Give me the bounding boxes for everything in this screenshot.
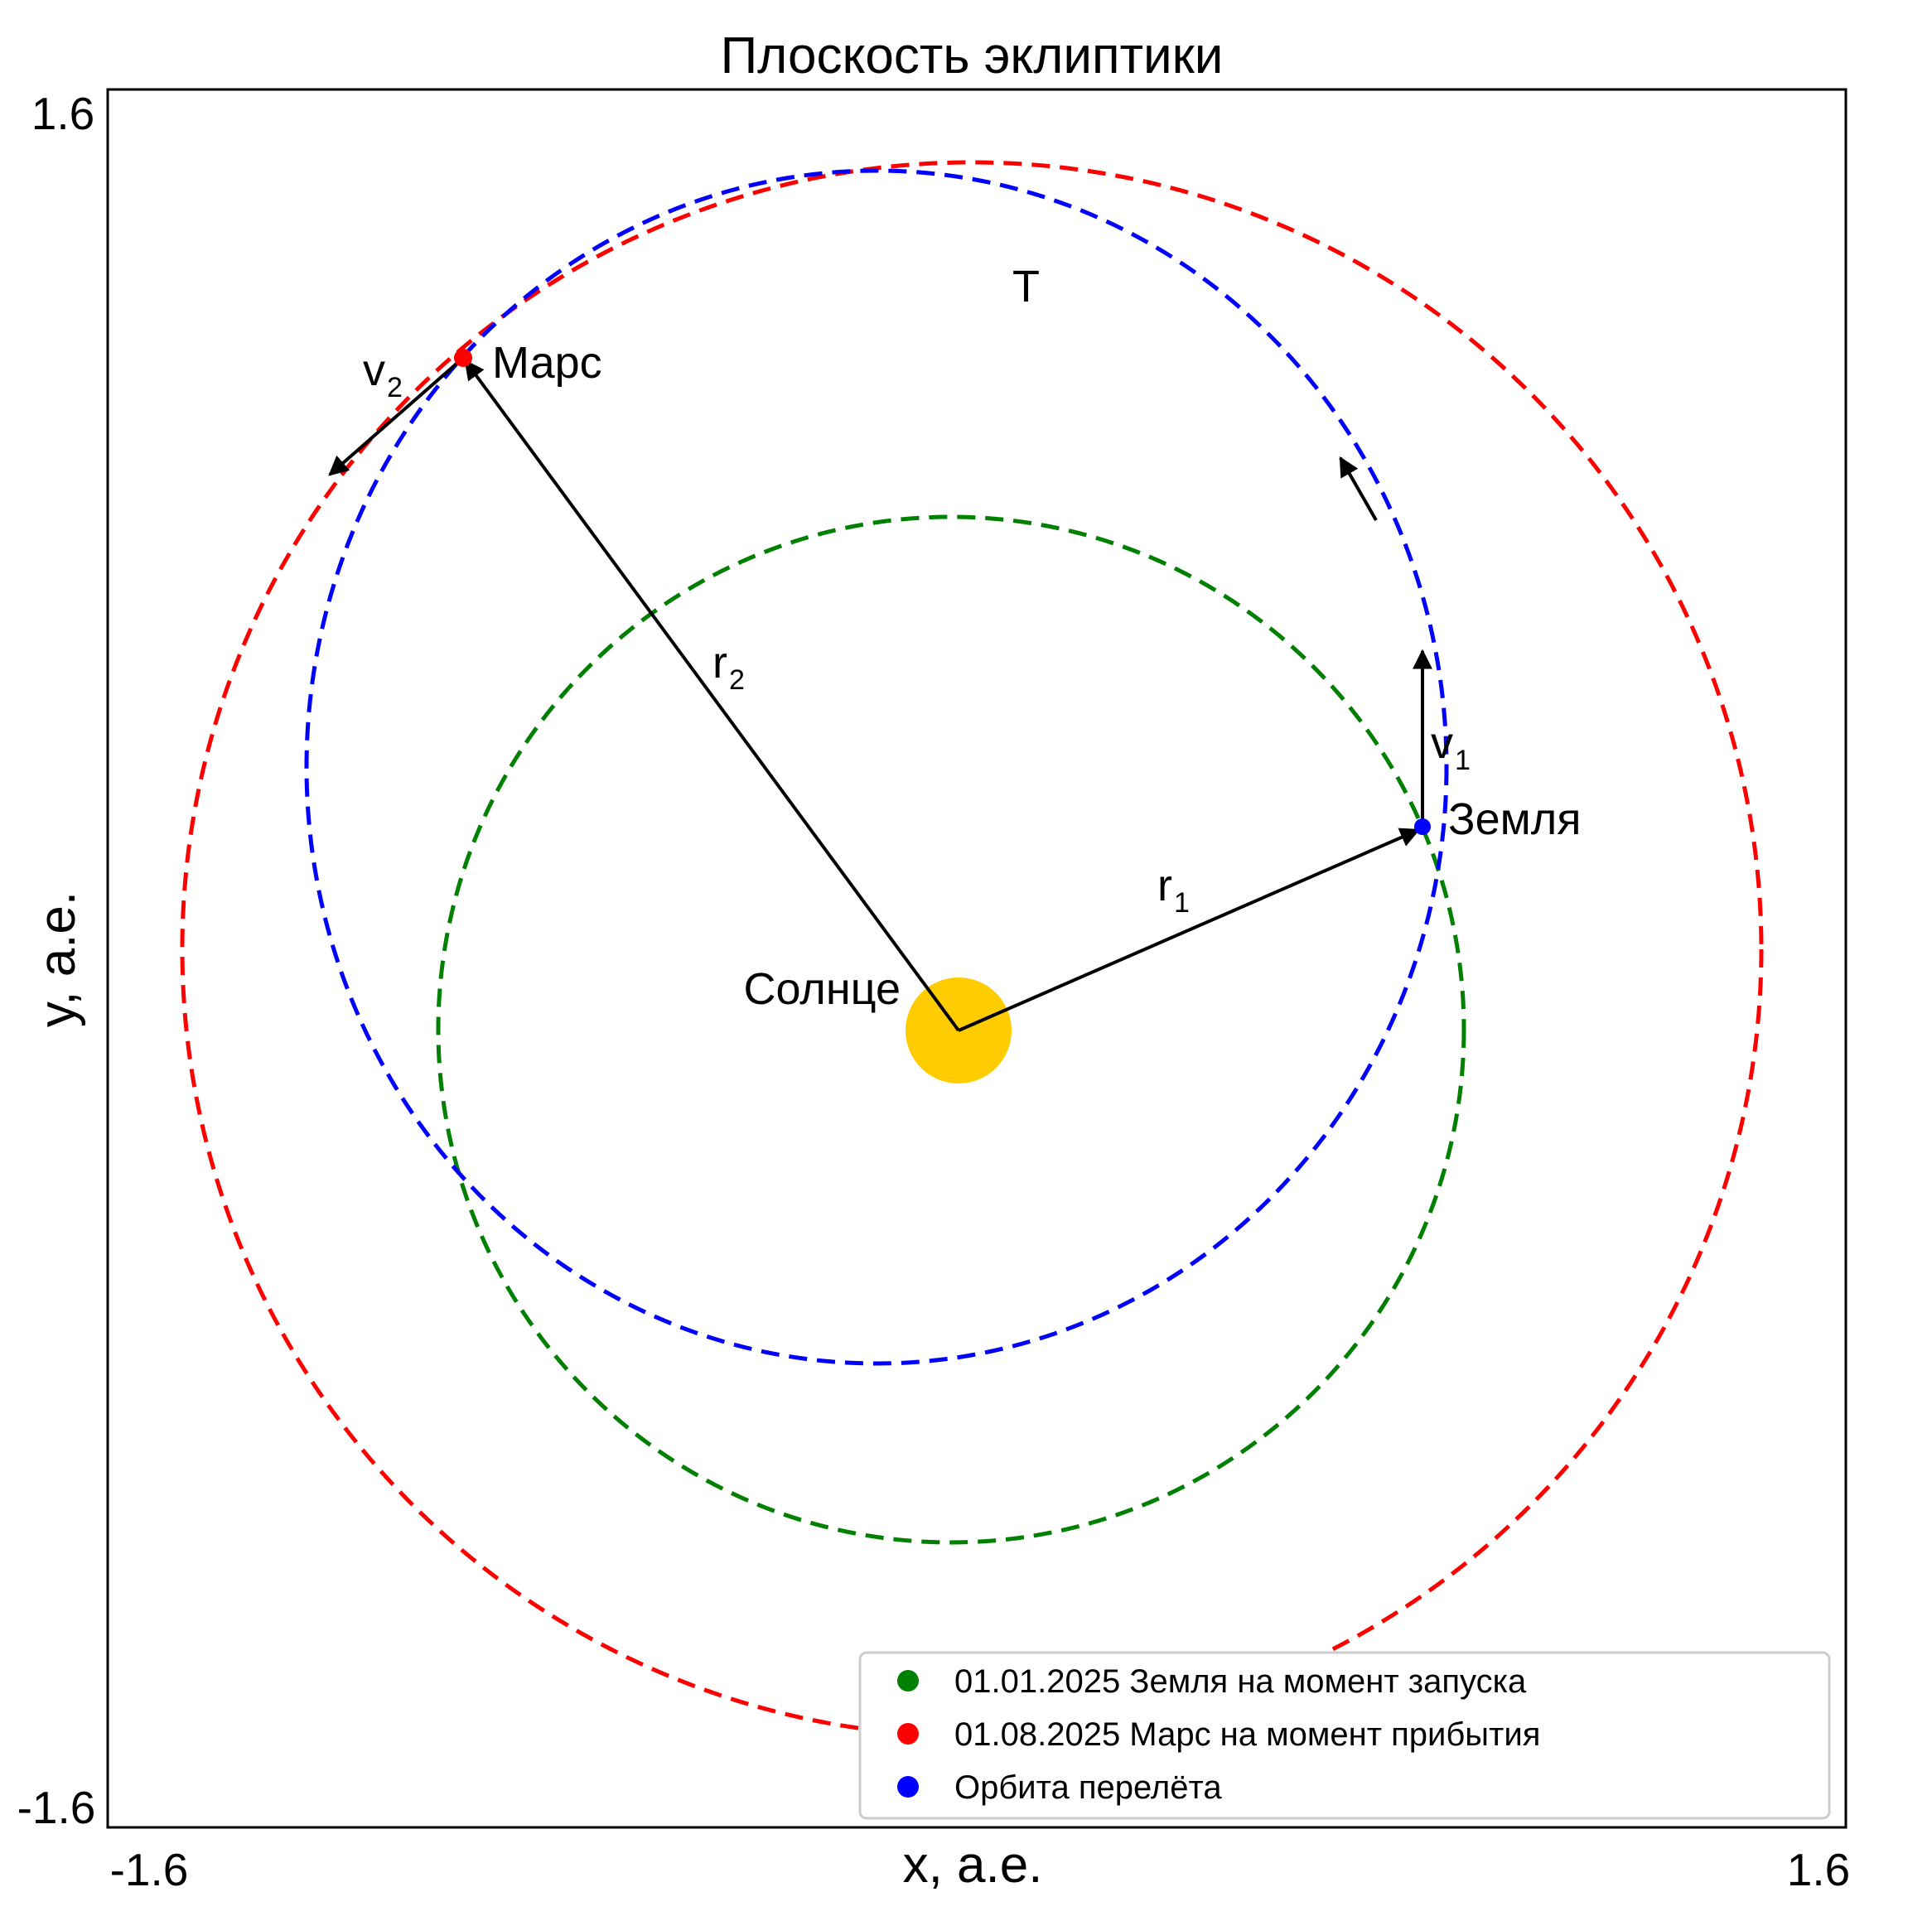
earth-label: Земля [1448,794,1582,844]
mars-label: Марс [492,338,602,388]
v2-label: v2 [363,345,403,403]
transfer-orbit [304,168,1449,1366]
transfer-direction-arrow [1339,456,1378,521]
earth-orbit [436,514,1466,1545]
legend-marker-transfer [897,1776,919,1798]
x-tick-max: 1.6 [1787,1844,1850,1895]
legend: 01.01.2025 Земля на момент запуска 01.08… [858,1651,1831,1820]
legend-label-mars: 01.08.2025 Марс на момент прибытия [954,1716,1540,1753]
y-tick-min: -1.6 [17,1782,96,1833]
r2-label: r2 [712,638,745,696]
legend-marker-earth [897,1670,919,1692]
legend-label-transfer: Орбита перелёта [954,1769,1222,1806]
r1-label: r1 [1157,861,1190,919]
legend-label-earth: 01.01.2025 Земля на момент запуска [954,1663,1527,1700]
chart-title: Плоскость эклиптики [721,27,1224,84]
r1-vector [958,828,1421,1032]
x-tick-min: -1.6 [110,1844,189,1895]
y-tick-max: 1.6 [31,88,94,139]
sun-label: Солнце [743,964,901,1014]
x-axis-label: x, а.е. [903,1836,1043,1894]
plot-frame [106,88,1847,1829]
v2-vector [328,356,465,476]
y-axis-label: y, а.е. [29,891,86,1027]
r2-vector [464,360,960,1032]
mars-orbit [180,160,1764,1739]
legend-marker-mars [897,1723,919,1745]
legend-box [858,1651,1831,1820]
v1-label: v1 [1431,718,1471,776]
transfer-orbit-label: T [1012,262,1040,311]
mars-point [454,349,472,367]
earth-point [1414,818,1431,835]
